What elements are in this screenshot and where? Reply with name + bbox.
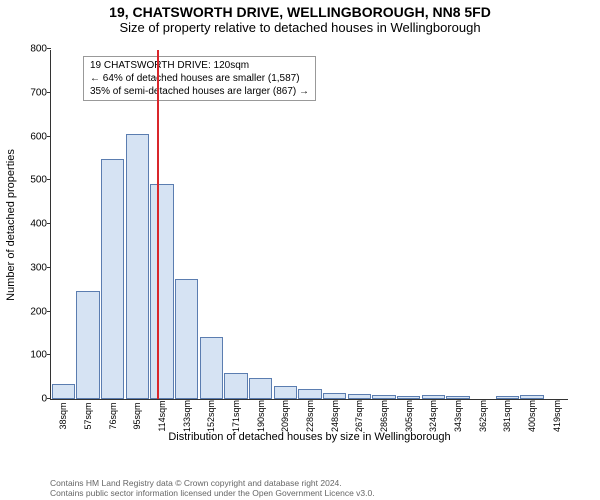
y-tick-label: 500: [19, 175, 47, 186]
footer-line: Contains public sector information licen…: [50, 488, 375, 498]
histogram-bar: [520, 395, 543, 399]
y-tick-mark: [47, 179, 51, 180]
y-tick-label: 300: [19, 262, 47, 273]
x-tick-label: 305sqm: [404, 400, 414, 432]
y-tick-label: 200: [19, 306, 47, 317]
histogram-bar: [224, 373, 247, 399]
histogram-bar: [422, 395, 445, 399]
x-tick-label: 286sqm: [379, 400, 389, 432]
histogram-bar: [150, 184, 173, 399]
y-tick-mark: [47, 311, 51, 312]
y-axis-label: Number of detached properties: [5, 149, 17, 301]
histogram-bar: [446, 396, 469, 399]
x-tick-label: 419sqm: [552, 400, 562, 432]
x-tick-label: 114sqm: [157, 400, 167, 431]
x-tick-label: 152sqm: [206, 400, 216, 432]
x-axis-label: Distribution of detached houses by size …: [168, 431, 450, 443]
reference-line: [157, 50, 159, 399]
y-tick-label: 800: [19, 44, 47, 55]
annot-line: 19 CHATSWORTH DRIVE: 120sqm: [90, 59, 309, 72]
x-tick-label: 171sqm: [231, 400, 241, 432]
x-tick-label: 267sqm: [354, 400, 364, 432]
histogram-bar: [496, 396, 519, 399]
histogram-bar: [298, 389, 321, 399]
histogram-bar: [323, 393, 346, 399]
x-tick-label: 38sqm: [58, 402, 68, 429]
histogram-bar: [52, 384, 75, 399]
page-title: 19, CHATSWORTH DRIVE, WELLINGBOROUGH, NN…: [0, 0, 600, 20]
y-tick-label: 400: [19, 219, 47, 230]
x-tick-label: 228sqm: [305, 400, 315, 432]
histogram-bar: [372, 395, 395, 399]
x-tick-label: 209sqm: [280, 400, 290, 432]
y-tick-label: 0: [19, 394, 47, 405]
y-tick-mark: [47, 398, 51, 399]
x-tick-label: 190sqm: [256, 400, 266, 432]
histogram-bar: [126, 134, 149, 399]
annot-line: ← 64% of detached houses are smaller (1,…: [90, 72, 309, 85]
y-tick-label: 100: [19, 350, 47, 361]
page-subtitle: Size of property relative to detached ho…: [0, 20, 600, 37]
x-tick-label: 248sqm: [330, 400, 340, 432]
x-tick-label: 133sqm: [182, 400, 192, 432]
x-tick-label: 381sqm: [502, 400, 512, 432]
y-tick-mark: [47, 92, 51, 93]
reference-annotation: 19 CHATSWORTH DRIVE: 120sqm ← 64% of det…: [83, 56, 316, 101]
x-tick-label: 95sqm: [132, 402, 142, 429]
x-tick-label: 57sqm: [83, 402, 93, 429]
histogram-bar: [397, 396, 420, 400]
histogram-bar: [101, 159, 124, 399]
y-tick-label: 700: [19, 87, 47, 98]
histogram-bar: [76, 291, 99, 399]
histogram-bar: [274, 386, 297, 399]
y-tick-mark: [47, 136, 51, 137]
histogram-bar: [175, 279, 198, 399]
y-tick-label: 600: [19, 131, 47, 142]
y-tick-mark: [47, 354, 51, 355]
histogram-chart: Number of detached properties Distributi…: [50, 50, 568, 420]
histogram-bar: [348, 394, 371, 399]
y-tick-mark: [47, 267, 51, 268]
y-tick-mark: [47, 48, 51, 49]
y-tick-mark: [47, 223, 51, 224]
x-tick-label: 343sqm: [453, 400, 463, 432]
x-tick-label: 400sqm: [527, 400, 537, 432]
footer-text: Contains HM Land Registry data © Crown c…: [50, 478, 375, 498]
x-tick-label: 324sqm: [428, 400, 438, 432]
histogram-bar: [200, 337, 223, 399]
histogram-bar: [249, 378, 272, 399]
x-tick-label: 362sqm: [478, 400, 488, 432]
annot-line: 35% of semi-detached houses are larger (…: [90, 85, 309, 98]
x-tick-label: 76sqm: [108, 402, 118, 429]
footer-line: Contains HM Land Registry data © Crown c…: [50, 478, 375, 488]
